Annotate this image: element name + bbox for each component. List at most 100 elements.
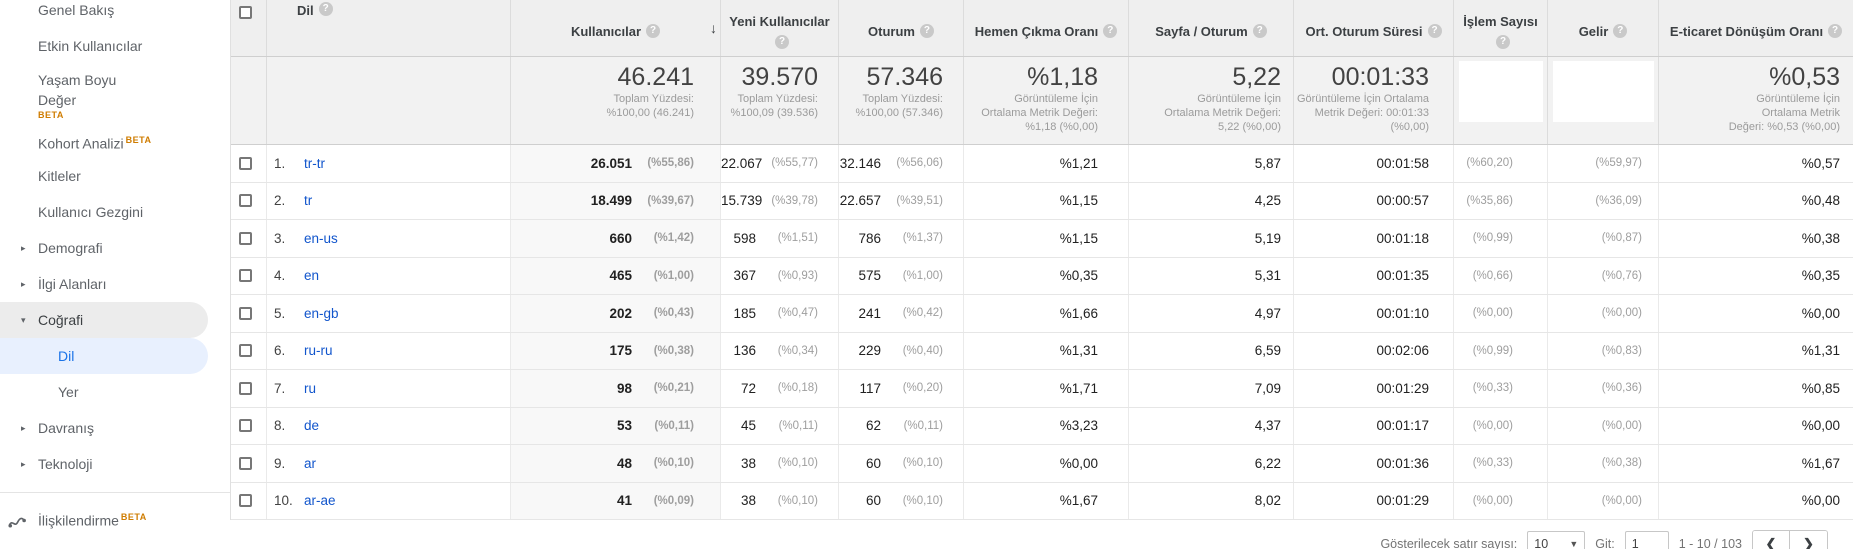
- sidebar-item-kohort-analizi[interactable]: Kohort Analizi BETA: [0, 122, 230, 158]
- cell-percentage: (%39,67): [647, 194, 694, 207]
- cell-transactions: (%60,20): [1454, 145, 1548, 182]
- help-icon[interactable]: ?: [1103, 24, 1118, 38]
- row-checkbox[interactable]: [239, 269, 252, 283]
- column-header-sessions[interactable]: Oturum?: [839, 0, 964, 56]
- cell-duration: 00:01:35: [1294, 257, 1454, 294]
- language-link[interactable]: en-gb: [304, 305, 339, 321]
- help-icon[interactable]: ?: [1496, 35, 1510, 50]
- cell-percentage: (%0,00): [1601, 494, 1642, 507]
- cell-percentage: (%0,36): [1601, 382, 1642, 395]
- cell-percentage: (%35,86): [1466, 194, 1513, 207]
- help-icon[interactable]: ?: [646, 24, 661, 38]
- prev-page-button[interactable]: ❮: [1753, 531, 1790, 549]
- language-link[interactable]: tr-tr: [304, 155, 325, 171]
- sidebar-item-label: Genel Bakış: [38, 2, 115, 18]
- cell-percentage: (%0,83): [1601, 344, 1642, 357]
- sidebar-item-genel-bak-[interactable]: Genel Bakış: [0, 0, 230, 28]
- row-number: 8.: [274, 418, 286, 434]
- row-number: 9.: [274, 455, 286, 471]
- sidebar-item-co-rafi[interactable]: ▾ Coğrafi: [0, 302, 208, 338]
- summary-subtext: %1,18 (%0,00): [1025, 121, 1098, 133]
- help-icon[interactable]: ?: [318, 2, 333, 16]
- column-header-pages[interactable]: Sayfa / Oturum?: [1129, 0, 1294, 56]
- row-checkbox[interactable]: [239, 419, 252, 433]
- cell-new_users: 15.739 (%39,78): [721, 182, 839, 219]
- header-checkbox[interactable]: [239, 6, 252, 19]
- sidebar-item-dil[interactable]: Dil: [0, 338, 208, 374]
- row-checkbox-cell: [231, 482, 267, 519]
- help-icon[interactable]: ?: [1613, 24, 1628, 38]
- column-header-dil[interactable]: Dil?: [267, 0, 511, 56]
- help-icon[interactable]: ?: [919, 24, 934, 38]
- cell-value: 22.657: [839, 193, 881, 209]
- sidebar-item-davran-[interactable]: ▸ Davranış: [0, 410, 230, 446]
- cell-value: 241: [858, 305, 881, 321]
- sidebar-item-etkin-kullan-c-lar[interactable]: Etkin Kullanıcılar: [0, 28, 230, 64]
- cell-value: %0,35: [1801, 268, 1840, 284]
- row-checkbox[interactable]: [239, 456, 252, 470]
- row-checkbox[interactable]: [239, 156, 252, 170]
- sidebar-item-label: Etkin Kullanıcılar: [38, 38, 143, 54]
- cell-value: 660: [609, 230, 632, 246]
- summary-subtext: Değeri: %0,53 (%0,00): [1728, 121, 1840, 133]
- sidebar-item-label: Kohort Analizi: [38, 135, 124, 152]
- cell-percentage: (%0,11): [778, 419, 818, 432]
- rows-per-page-select[interactable]: 10 ▼: [1527, 531, 1586, 549]
- column-header-bounce[interactable]: Hemen Çıkma Oranı?: [964, 0, 1129, 56]
- cell-value: 72: [740, 380, 756, 396]
- table-body: 1. tr-tr 26.051 (%55,86) 22.067 (%55,77) 32.14…: [231, 145, 1853, 520]
- help-icon[interactable]: ?: [775, 35, 789, 50]
- column-header-label: Ort. Oturum Süresi: [1305, 23, 1423, 39]
- language-link[interactable]: ar: [304, 455, 317, 471]
- row-checkbox-cell: [231, 445, 267, 482]
- beta-badge: BETA: [125, 135, 152, 145]
- cell-revenue: (%0,38): [1548, 445, 1659, 482]
- cell-value: %1,21: [1059, 155, 1098, 171]
- row-checkbox[interactable]: [239, 306, 252, 320]
- language-link[interactable]: ru: [304, 380, 317, 396]
- sidebar-item-label: Demografi: [38, 240, 103, 256]
- language-link[interactable]: ar-ae: [304, 493, 336, 509]
- sidebar-item-teknoloji[interactable]: ▸ Teknoloji: [0, 446, 230, 482]
- row-checkbox[interactable]: [239, 194, 252, 208]
- goto-page-input[interactable]: [1624, 531, 1669, 549]
- language-link[interactable]: tr: [304, 193, 313, 209]
- sidebar-item-kullan-c-gezgini[interactable]: Kullanıcı Gezgini: [0, 194, 230, 230]
- row-checkbox[interactable]: [239, 231, 252, 245]
- language-link[interactable]: en-us: [304, 230, 338, 246]
- language-cell: 1. tr-tr: [267, 145, 511, 182]
- row-checkbox[interactable]: [239, 344, 252, 358]
- next-page-button[interactable]: ❯: [1790, 531, 1827, 549]
- sidebar-item-yer[interactable]: Yer: [0, 374, 230, 410]
- language-link[interactable]: ru-ru: [304, 343, 333, 359]
- sort-descending-icon[interactable]: ↓: [710, 20, 717, 36]
- cell-transactions: (%0,00): [1454, 407, 1548, 444]
- row-checkbox[interactable]: [239, 381, 252, 395]
- cell-new_users: 185 (%0,47): [721, 295, 839, 332]
- summary-subtext: Ortalama Metrik Değeri:: [1164, 107, 1281, 119]
- column-header-new_users[interactable]: Yeni Kullanıcılar?: [721, 0, 839, 56]
- sidebar-item-ya-am-boyu-de-er[interactable]: Yaşam Boyu Değer BETA: [0, 64, 230, 122]
- cell-value: 53: [616, 418, 632, 434]
- column-header-revenue[interactable]: Gelir?: [1548, 0, 1659, 56]
- cell-revenue: (%0,87): [1548, 220, 1659, 257]
- column-header-duration[interactable]: Ort. Oturum Süresi?: [1294, 0, 1454, 56]
- cell-transactions: (%0,00): [1454, 295, 1548, 332]
- cell-value: 00:01:58: [1376, 155, 1429, 171]
- column-header-transactions[interactable]: İşlem Sayısı?: [1454, 0, 1548, 56]
- language-link[interactable]: de: [304, 418, 320, 434]
- help-icon[interactable]: ?: [1427, 24, 1442, 38]
- language-link[interactable]: en: [304, 268, 320, 284]
- column-header-ecom[interactable]: E-ticaret Dönüşüm Oranı?: [1659, 0, 1853, 56]
- row-checkbox[interactable]: [239, 494, 252, 508]
- cell-value: 6,59: [1254, 343, 1281, 359]
- sidebar-item-kitleler[interactable]: Kitleler: [0, 158, 230, 194]
- cell-transactions: (%35,86): [1454, 182, 1548, 219]
- help-icon[interactable]: ?: [1828, 24, 1843, 38]
- summary-value: 57.346: [866, 63, 943, 91]
- help-icon[interactable]: ?: [1252, 24, 1267, 38]
- sidebar-item-iliskilendirme[interactable]: İlişkilendirme BETA: [0, 499, 230, 535]
- column-header-users[interactable]: Kullanıcılar? ↓: [511, 0, 721, 56]
- sidebar-item-i-lgi-alanlar-[interactable]: ▸ İlgi Alanları: [0, 266, 230, 302]
- sidebar-item-demografi[interactable]: ▸ Demografi: [0, 230, 230, 266]
